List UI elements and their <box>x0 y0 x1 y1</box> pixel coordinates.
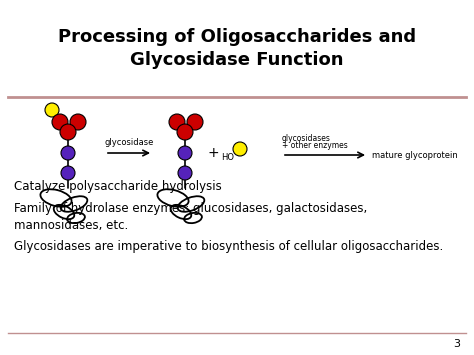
Circle shape <box>61 146 75 160</box>
Circle shape <box>178 166 192 180</box>
Text: mature glycoprotein: mature glycoprotein <box>372 151 458 159</box>
Text: Catalyze polysaccharide hydrolysis: Catalyze polysaccharide hydrolysis <box>14 180 222 193</box>
Circle shape <box>70 114 86 130</box>
Text: Glycosidase Function: Glycosidase Function <box>130 51 344 69</box>
Text: Family of hydrolase enzymes: glucosidases, galactosidases,
mannosidases, etc.: Family of hydrolase enzymes: glucosidase… <box>14 202 367 232</box>
Circle shape <box>178 146 192 160</box>
Text: +: + <box>207 146 219 160</box>
Circle shape <box>187 114 203 130</box>
Circle shape <box>45 103 59 117</box>
Circle shape <box>233 142 247 156</box>
Circle shape <box>60 124 76 140</box>
Text: glycosidase: glycosidase <box>104 138 154 147</box>
Text: + other enzymes: + other enzymes <box>282 141 348 150</box>
Text: glycosidases: glycosidases <box>282 134 331 143</box>
Circle shape <box>61 166 75 180</box>
Circle shape <box>52 114 68 130</box>
Text: 3: 3 <box>453 339 460 349</box>
Circle shape <box>177 124 193 140</box>
Text: HO: HO <box>221 153 235 163</box>
Circle shape <box>169 114 185 130</box>
Text: Glycosidases are imperative to biosynthesis of cellular oligosaccharides.: Glycosidases are imperative to biosynthe… <box>14 240 443 253</box>
Text: Processing of Oligosaccharides and: Processing of Oligosaccharides and <box>58 28 416 46</box>
